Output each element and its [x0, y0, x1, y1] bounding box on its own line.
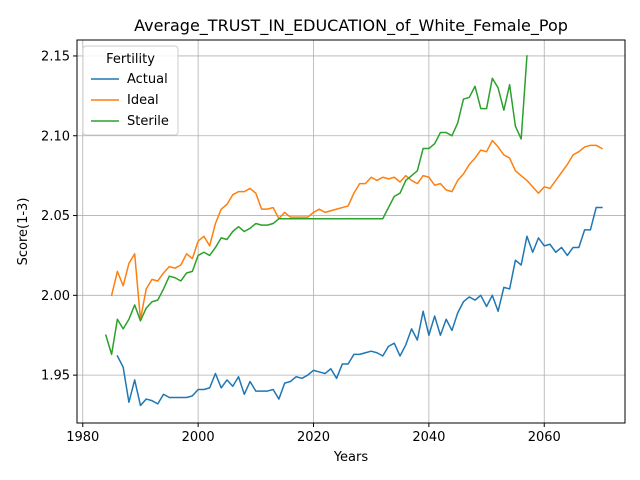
- grid: [77, 40, 625, 423]
- x-tick-label: 2020: [297, 430, 330, 445]
- series-line-actual: [116, 206, 603, 407]
- x-axis: 1980 2000 2020 2040 2060: [66, 423, 561, 445]
- legend-label-ideal: Ideal: [127, 93, 159, 108]
- y-axis-label: Score(1-3): [16, 198, 31, 266]
- y-tick-label: 1.95: [41, 369, 70, 384]
- legend-box: [82, 45, 179, 136]
- y-axis: 1.95 2.00 2.05 2.10 2.15: [41, 49, 77, 384]
- x-tick-label: 2040: [412, 430, 445, 445]
- series-line-ideal: [110, 139, 603, 321]
- chart-title: Average_TRUST_IN_EDUCATION_of_White_Fema…: [134, 16, 568, 36]
- y-tick-label: 2.00: [41, 289, 70, 304]
- legend-label-actual: Actual: [127, 72, 168, 87]
- x-tick-label: 2060: [528, 430, 561, 445]
- y-tick-label: 2.10: [41, 129, 70, 144]
- legend-title: Fertility: [106, 52, 155, 67]
- series-layer: [104, 55, 603, 407]
- legend-label-sterile: Sterile: [127, 114, 169, 129]
- y-tick-label: 2.05: [41, 209, 70, 224]
- x-axis-label: Years: [333, 450, 369, 465]
- plot-frame: [76, 39, 626, 424]
- series-line-sterile: [104, 55, 528, 356]
- legend: Fertility Actual Ideal Sterile: [82, 45, 179, 136]
- x-tick-label: 2000: [182, 430, 215, 445]
- x-tick-label: 1980: [66, 430, 99, 445]
- y-tick-label: 2.15: [41, 49, 70, 64]
